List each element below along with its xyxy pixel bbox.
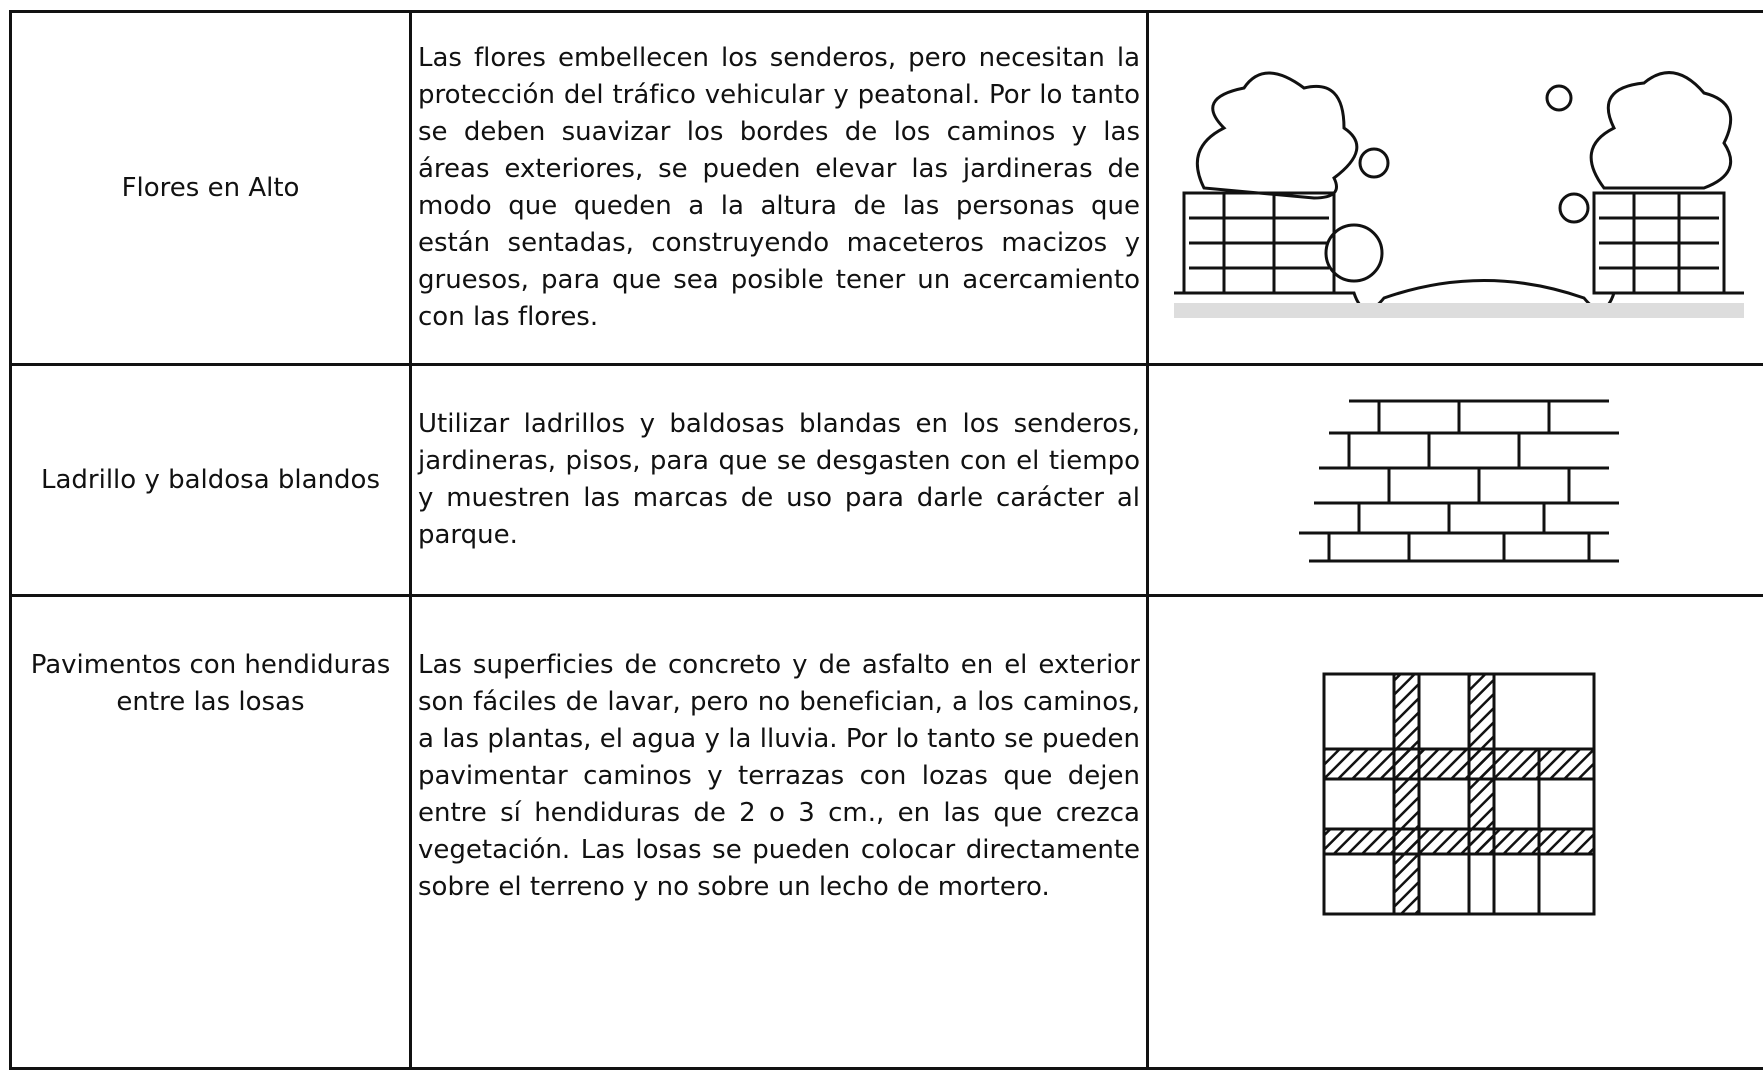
sketch-cell	[1148, 365, 1763, 596]
paving-sketch	[1319, 669, 1599, 919]
brick-sketch	[1289, 393, 1629, 568]
pattern-description: Las flores embellecen los senderos, pero…	[411, 12, 1148, 365]
table-row: Ladrillo y baldosa blandos Utilizar ladr…	[11, 365, 1763, 596]
patterns-table: Flores en Alto Las flores embellecen los…	[9, 10, 1763, 1070]
sketch-cell	[1148, 596, 1763, 1069]
pattern-name: Pavimentos con hendiduras entre las losa…	[11, 596, 411, 1069]
page: {"table": {"rows": [ {"name": "Flores en…	[0, 0, 1763, 979]
planter-sketch	[1164, 48, 1754, 328]
pattern-description: Las superficies de concreto y de asfalto…	[411, 596, 1148, 1069]
pattern-name: Ladrillo y baldosa blandos	[11, 365, 411, 596]
pattern-name: Flores en Alto	[11, 12, 411, 365]
table-row: Pavimentos con hendiduras entre las losa…	[11, 596, 1763, 1069]
sketch-cell	[1148, 12, 1763, 365]
table-row: Flores en Alto Las flores embellecen los…	[11, 12, 1763, 365]
pattern-description: Utilizar ladrillos y baldosas blandas en…	[411, 365, 1148, 596]
